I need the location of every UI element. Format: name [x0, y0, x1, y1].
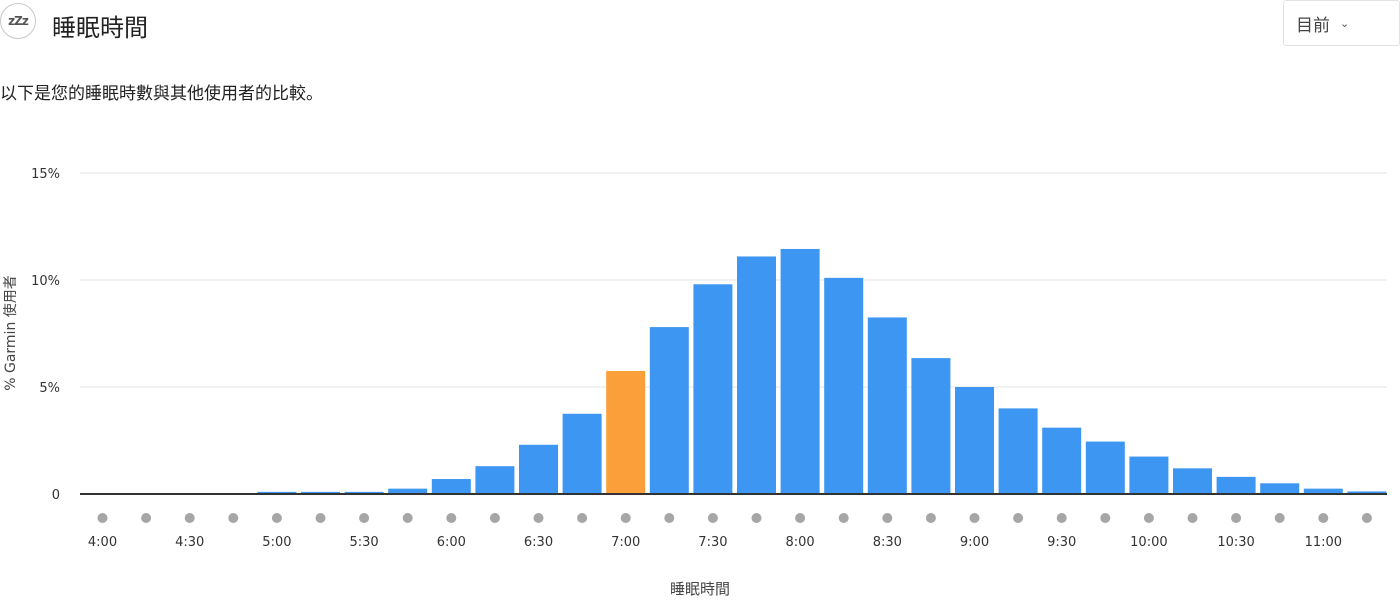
x-dot-marker — [620, 513, 631, 523]
x-dot-marker — [402, 513, 413, 523]
period-dropdown[interactable]: 目前 ⌄ — [1283, 0, 1400, 46]
x-dot-marker — [707, 513, 718, 523]
x-dot-marker — [228, 513, 239, 523]
x-dot-marker — [446, 513, 457, 523]
x-tick-label: 5:30 — [349, 535, 378, 550]
bar — [780, 248, 820, 494]
y-tick-label: 0 — [52, 488, 60, 503]
x-dot-marker — [925, 513, 936, 523]
x-dot-marker — [1274, 513, 1285, 523]
x-dot-marker — [271, 513, 282, 523]
bar — [1347, 491, 1387, 494]
bar — [1303, 488, 1343, 494]
bar — [955, 387, 994, 494]
bar — [649, 327, 689, 494]
y-tick-label: 10% — [31, 274, 60, 289]
bar — [737, 256, 776, 494]
bar — [301, 491, 340, 494]
chevron-down-icon: ⌄ — [1340, 16, 1350, 30]
x-dot-marker — [1318, 513, 1329, 523]
x-tick-label: 6:00 — [437, 535, 466, 550]
period-dropdown-value: 目前 — [1296, 15, 1330, 36]
bar — [1216, 476, 1256, 494]
x-tick-label: 11:00 — [1305, 535, 1342, 550]
bar — [1260, 483, 1300, 494]
bar — [867, 317, 907, 494]
x-tick-label: 9:30 — [1047, 535, 1076, 550]
bar — [475, 466, 515, 494]
x-dot-marker — [1100, 513, 1111, 523]
bar — [824, 277, 864, 494]
x-tick-label: 7:30 — [698, 535, 727, 550]
x-dot-marker — [1056, 513, 1067, 523]
y-tick-label: 5% — [39, 381, 60, 396]
y-tick-label: 15% — [31, 167, 60, 182]
x-dot-marker — [315, 513, 326, 523]
x-dot-marker — [1187, 513, 1198, 523]
sleep-histogram-chart: 0 5% 10% 15% 4:00 4:30 5:00 5:30 6:00 6:30 7:00 7:3… — [2, 167, 1387, 598]
x-dot-marker — [359, 513, 370, 523]
bar — [431, 479, 471, 494]
x-tick-label: 6:30 — [524, 535, 553, 550]
x-tick-label: 9:00 — [960, 535, 989, 550]
bar — [911, 358, 951, 494]
sleep-zzz-icon: zZz — [0, 3, 36, 39]
x-dot-marker — [533, 513, 544, 523]
header: zZz 睡眠時間 目前 ⌄ — [0, 0, 1400, 50]
bar — [1173, 468, 1212, 494]
bar — [388, 488, 428, 494]
bar — [606, 370, 646, 494]
x-dot-marker — [184, 513, 195, 523]
x-dot-marker — [1361, 513, 1372, 523]
x-tick-label: 10:00 — [1130, 535, 1167, 550]
bar — [998, 408, 1038, 494]
x-dot-marker — [795, 513, 806, 523]
bar — [1085, 441, 1125, 494]
x-tick-label: 7:00 — [611, 535, 640, 550]
description-text: 以下是您的睡眠時數與其他使用者的比較。 — [0, 84, 323, 104]
x-dot-marker — [1013, 513, 1024, 523]
x-dot-marker — [838, 513, 849, 523]
bar — [562, 413, 602, 494]
x-dot-marker — [97, 513, 108, 523]
x-dot-marker — [1143, 513, 1154, 523]
x-dot-marker — [882, 513, 893, 523]
x-dot-marker — [969, 513, 980, 523]
x-dot-marker — [141, 513, 152, 523]
x-tick-label: 10:30 — [1217, 535, 1254, 550]
x-tick-label: 5:00 — [262, 535, 291, 550]
bar — [519, 444, 558, 494]
x-axis-title: 睡眠時間 — [670, 580, 730, 598]
x-dot-marker — [489, 513, 500, 523]
x-dot-marker — [664, 513, 675, 523]
page-title: 睡眠時間 — [52, 14, 148, 42]
x-tick-label: 8:30 — [873, 535, 902, 550]
x-dot-marker — [577, 513, 588, 523]
bar — [693, 284, 733, 494]
x-tick-label: 4:30 — [175, 535, 204, 550]
x-tick-label: 4:00 — [88, 535, 117, 550]
x-dot-marker — [751, 513, 762, 523]
x-tick-label: 8:00 — [785, 535, 814, 550]
x-dot-marker — [1231, 513, 1242, 523]
bar — [1129, 456, 1169, 494]
bar — [257, 491, 297, 494]
y-axis-title: % Garmin 使用者 — [2, 275, 19, 391]
bar — [344, 491, 384, 494]
bar — [1042, 427, 1082, 494]
